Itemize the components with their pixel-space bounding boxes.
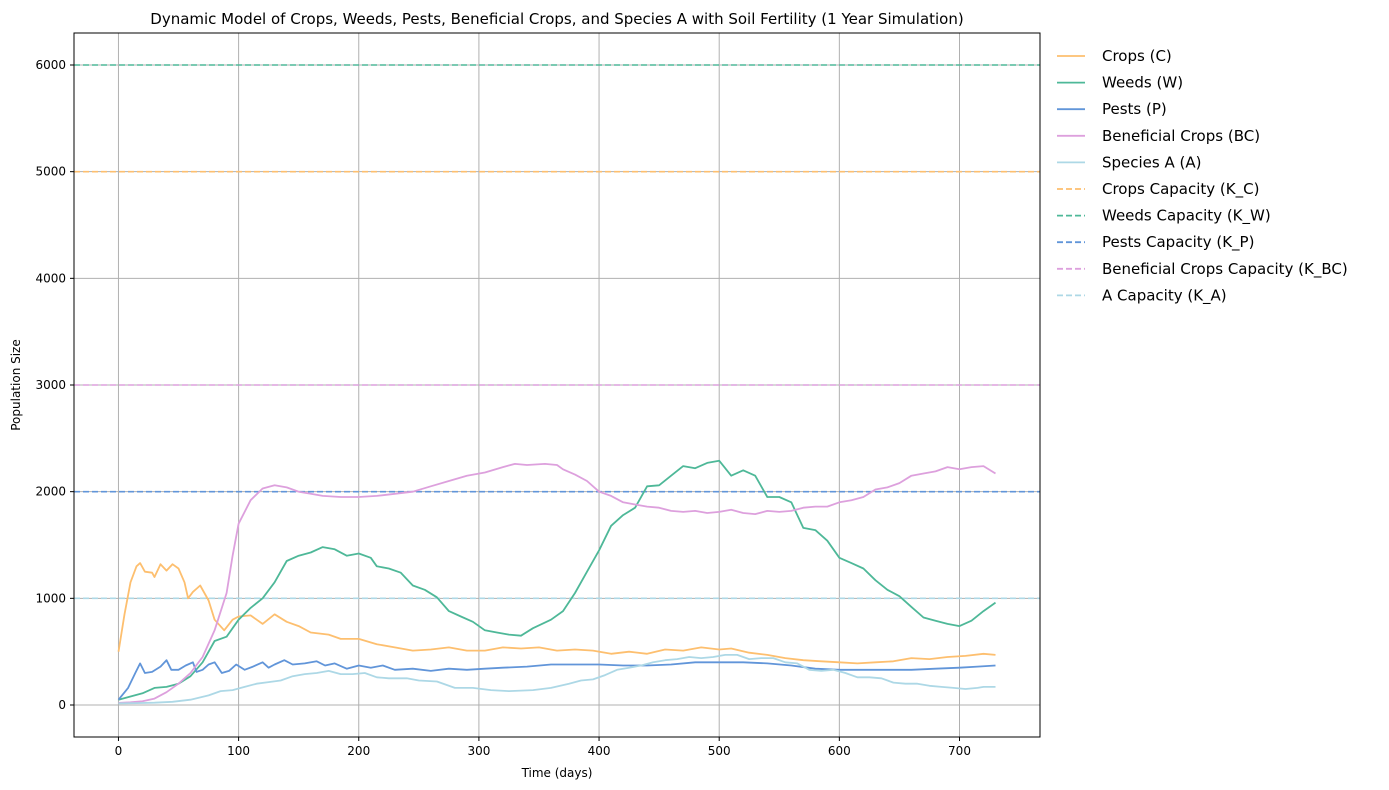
y-tick-label-0: 0 — [58, 698, 66, 712]
legend-item-beneficial-crops-bc: Beneficial Crops (BC) — [1057, 127, 1260, 145]
x-axis: 0 100 200 300 400 500 600 700 — [115, 737, 971, 758]
legend-item-crops-c: Crops (C) — [1057, 47, 1172, 65]
legend-label: Weeds Capacity (K_W) — [1102, 207, 1271, 226]
x-tick-label-0: 0 — [115, 744, 123, 758]
legend-item-species-a-a: Species A (A) — [1057, 153, 1202, 171]
legend-label: Beneficial Crops (BC) — [1102, 127, 1260, 145]
series-line-weeds-w — [118, 459, 997, 701]
legend-item-crops-capacity-k-c: Crops Capacity (K_C) — [1057, 180, 1259, 199]
y-tick-label-2: 2000 — [35, 485, 66, 499]
legend-label: Pests (P) — [1102, 100, 1167, 118]
x-tick-label-4: 400 — [588, 744, 611, 758]
legend: Crops (C) Weeds (W) Pests (P) Beneficial Cr… — [1057, 47, 1348, 305]
series-line-pests-p — [117, 659, 996, 701]
x-tick-label-1: 100 — [227, 744, 250, 758]
legend-item-a-capacity-k-a: A Capacity (K_A) — [1057, 286, 1227, 305]
y-axis: 0 1000 2000 3000 4000 5000 6000 — [35, 58, 74, 712]
legend-label: Beneficial Crops Capacity (K_BC) — [1102, 260, 1348, 279]
legend-label: Weeds (W) — [1102, 74, 1183, 92]
y-tick-label-6: 6000 — [35, 58, 66, 72]
x-tick-label-6: 600 — [828, 744, 851, 758]
legend-label: A Capacity (K_A) — [1102, 286, 1227, 305]
x-tick-label-5: 500 — [708, 744, 731, 758]
y-axis-label: Population Size — [9, 339, 23, 431]
y-tick-label-1: 1000 — [35, 591, 66, 605]
chart-title: Dynamic Model of Crops, Weeds, Pests, Be… — [150, 10, 963, 28]
x-tick-label-2: 200 — [347, 744, 370, 758]
series-line-crops-c — [117, 562, 996, 665]
legend-item-pests-p: Pests (P) — [1057, 100, 1167, 118]
legend-label: Species A (A) — [1102, 153, 1202, 171]
x-axis-label: Time (days) — [521, 766, 593, 780]
y-tick-label-4: 4000 — [35, 271, 66, 285]
series-line-species-a-a — [118, 654, 996, 705]
legend-item-weeds-capacity-k-w: Weeds Capacity (K_W) — [1057, 207, 1271, 226]
series-line-beneficial-crops-bc — [118, 463, 996, 704]
y-tick-label-3: 3000 — [35, 378, 66, 392]
series-layer — [74, 64, 1040, 705]
legend-item-beneficial-crops-capacity-k-bc: Beneficial Crops Capacity (K_BC) — [1057, 260, 1348, 279]
legend-label: Crops (C) — [1102, 47, 1172, 65]
legend-label: Pests Capacity (K_P) — [1102, 233, 1254, 252]
legend-item-pests-capacity-k-p: Pests Capacity (K_P) — [1057, 233, 1254, 252]
legend-item-weeds-w: Weeds (W) — [1057, 74, 1183, 92]
legend-label: Crops Capacity (K_C) — [1102, 180, 1259, 199]
y-tick-label-5: 5000 — [35, 165, 66, 179]
x-tick-label-3: 300 — [467, 744, 490, 758]
x-tick-label-7: 700 — [948, 744, 971, 758]
